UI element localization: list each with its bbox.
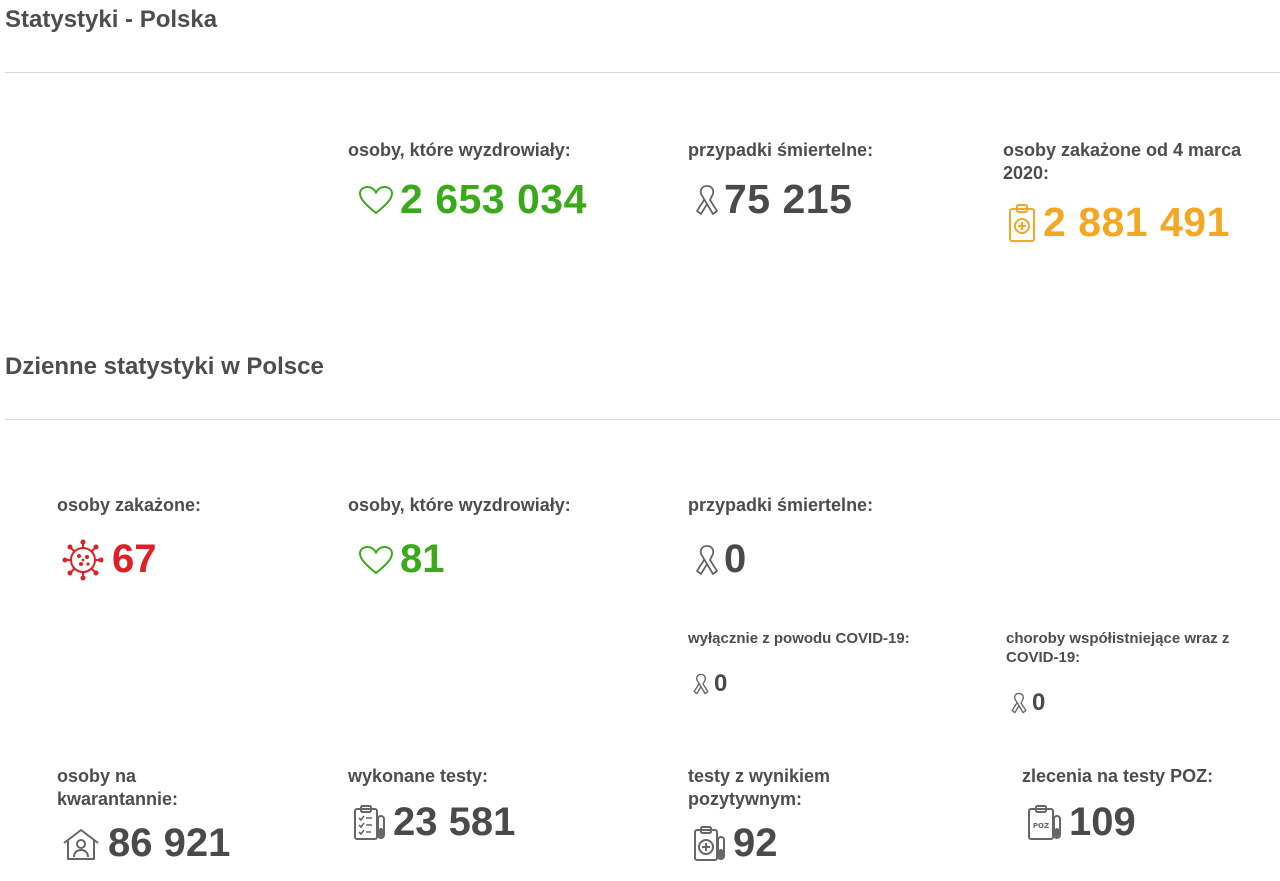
- stat-value: 0: [724, 537, 747, 581]
- stat-daily-infected: osoby zakażone: 67: [57, 494, 317, 582]
- stat-value: 2 881 491: [1043, 199, 1230, 245]
- stat-label: zlecenia na testy POZ:: [1022, 766, 1214, 786]
- stat-value: 0: [1032, 689, 1046, 716]
- stat-label: wykonane testy:: [348, 766, 489, 786]
- ribbon-icon: [1010, 692, 1028, 714]
- stat-daily-recovered: osoby, które wyzdrowiały: 81: [348, 494, 648, 582]
- ribbon-icon: [692, 673, 710, 695]
- stat-value-row: 81: [358, 537, 648, 582]
- stat-value: 75 215: [724, 176, 853, 222]
- ribbon-icon: [694, 544, 720, 576]
- stat-deaths-total: przypadki śmiertelne: 75 215: [688, 139, 968, 223]
- stat-label: osoby, które wyzdrowiały:: [348, 140, 571, 160]
- section-title-daily: Dzienne statystyki w Polsce: [5, 353, 324, 380]
- stat-deaths-comorbid: choroby współistniejące wraz z COVID-19:…: [1006, 629, 1268, 717]
- heart-icon: [358, 185, 394, 215]
- stat-positive-tests: testy z wynikiem pozytywnym: 92: [688, 765, 908, 866]
- stat-value: 23 581: [393, 800, 516, 844]
- heart-icon: [358, 545, 394, 575]
- stat-value-row: 75 215: [694, 176, 968, 223]
- stat-quarantine: osoby na kwarantannie: 86 921: [57, 765, 257, 866]
- poz-tube-icon: POZ: [1027, 804, 1063, 842]
- stat-value: 86 921: [108, 821, 231, 865]
- stat-value-row: 2 653 034: [358, 176, 648, 223]
- stat-value-row: 86 921: [62, 821, 257, 866]
- stat-value-row: 2 881 491: [1007, 199, 1275, 246]
- stat-value-row: 92: [693, 821, 908, 866]
- ribbon-icon: [694, 184, 720, 216]
- clipboard-medical-icon: [1007, 203, 1037, 243]
- stat-label: osoby na kwarantannie:: [57, 766, 179, 809]
- stat-tests: wykonane testy: 23 581: [348, 765, 628, 845]
- stat-value-row: 0: [692, 670, 978, 698]
- svg-text:POZ: POZ: [1033, 822, 1049, 830]
- stat-label: choroby współistniejące wraz z COVID-19:: [1006, 630, 1230, 666]
- stat-poz-orders: zlecenia na testy POZ: POZ 109: [1022, 765, 1272, 845]
- stat-label: osoby zakażone od 4 marca 2020:: [1003, 140, 1242, 183]
- stat-value-row: 23 581: [353, 800, 628, 845]
- stat-recovered-total: osoby, które wyzdrowiały: 2 653 034: [348, 139, 648, 223]
- house-person-icon: [62, 827, 100, 861]
- virus-icon: [62, 539, 104, 581]
- stat-value: 2 653 034: [400, 176, 587, 222]
- stat-label: osoby zakażone:: [57, 495, 202, 515]
- stat-label: przypadki śmiertelne:: [688, 140, 874, 160]
- stat-label: wyłącznie z powodu COVID-19:: [688, 630, 910, 647]
- section-divider: [5, 72, 1280, 73]
- stat-value: 92: [733, 821, 778, 865]
- stat-value: 81: [400, 537, 445, 581]
- section-title-summary: Statystyki - Polska: [5, 6, 218, 33]
- stat-value: 109: [1069, 800, 1136, 844]
- stat-value: 67: [112, 537, 157, 581]
- clipboard-plus-tube-icon: [693, 825, 727, 863]
- clipboard-test-icon: [353, 804, 387, 842]
- stat-label: przypadki śmiertelne:: [688, 495, 874, 515]
- stat-value-row: POZ 109: [1027, 800, 1272, 845]
- stat-infected-total: osoby zakażone od 4 marca 2020: 2 881 49…: [1003, 139, 1275, 246]
- stat-daily-deaths: przypadki śmiertelne: 0: [688, 494, 968, 582]
- stat-value-row: 0: [694, 537, 968, 582]
- stat-value-row: 0: [1010, 689, 1268, 717]
- stat-deaths-covid-only: wyłącznie z powodu COVID-19: 0: [688, 629, 978, 698]
- stat-value-row: 67: [62, 537, 317, 582]
- stat-value: 0: [714, 670, 728, 697]
- stat-label: testy z wynikiem pozytywnym:: [688, 766, 831, 809]
- stat-label: osoby, które wyzdrowiały:: [348, 495, 571, 515]
- section-divider: [5, 419, 1280, 420]
